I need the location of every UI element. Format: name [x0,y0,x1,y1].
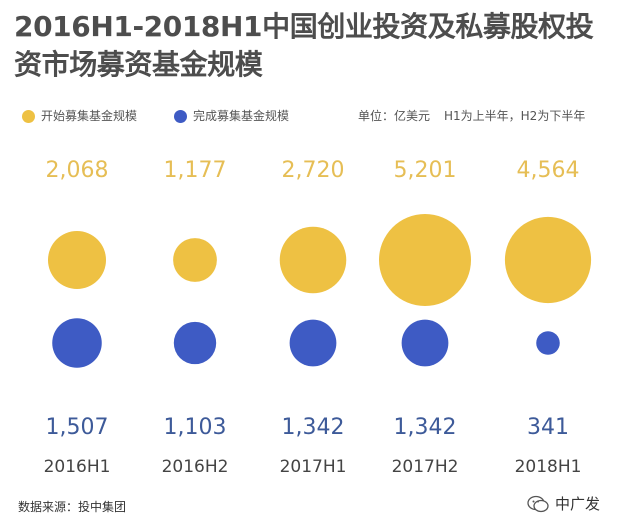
completed-bubble [536,331,560,355]
started-bubble [379,214,471,306]
category-label: 2018H1 [515,457,582,477]
started-bubble [279,226,347,294]
completed-bubble [52,318,102,368]
completed-value-label: 1,342 [282,415,345,440]
legend-completed-dot [174,109,187,123]
category-label: 2016H1 [44,457,111,477]
started-value-label: 2,720 [282,158,345,183]
wechat-icon [527,495,549,512]
completed-bubble [173,321,217,365]
legend-completed-label: 完成募集基金规模 [193,109,290,123]
started-value-label: 1,177 [164,158,227,183]
bubble-chart: 2,068 1,507 2016H1 1,177 1,103 2016H2 2,720 1,3… [44,158,592,477]
brand-name: 中广发 [554,495,600,513]
legend-item-completed: 完成募集基金规模 [174,108,289,124]
completed-value-label: 1,103 [164,415,227,440]
completed-value-label: 1,342 [394,415,457,440]
legend-started-dot [22,109,35,123]
completed-bubble [401,319,449,367]
started-value-label: 4,564 [517,158,580,183]
completed-bubble [289,319,337,367]
started-bubble [504,216,592,304]
started-value-label: 5,201 [394,158,457,183]
started-bubble [47,230,107,290]
legend-started-label: 开始募集基金规模 [41,109,138,123]
category-label: 2017H2 [392,457,459,477]
category-label: 2017H1 [280,457,347,477]
started-value-label: 2,068 [46,158,109,183]
period-note: H1为上半年，H2为下半年 [444,109,586,123]
category-label: 2016H2 [162,457,229,477]
chart-title: 2016H1-2018H1中国创业投资及私募股权投资市场募资基金规模 [14,10,594,81]
data-source: 数据来源：投中集团 [18,500,127,514]
legend-item-started: 开始募集基金规模 [22,108,137,124]
legend: 开始募集基金规模 完成募集基金规模 单位：亿美元 H1为上半年，H2为下半年 [22,108,612,128]
unit-label: 单位：亿美元 [358,109,431,123]
brand-mark: 中广发 [527,493,600,514]
completed-value-label: 341 [527,415,569,440]
completed-value-label: 1,507 [46,415,109,440]
started-bubble [173,238,217,282]
